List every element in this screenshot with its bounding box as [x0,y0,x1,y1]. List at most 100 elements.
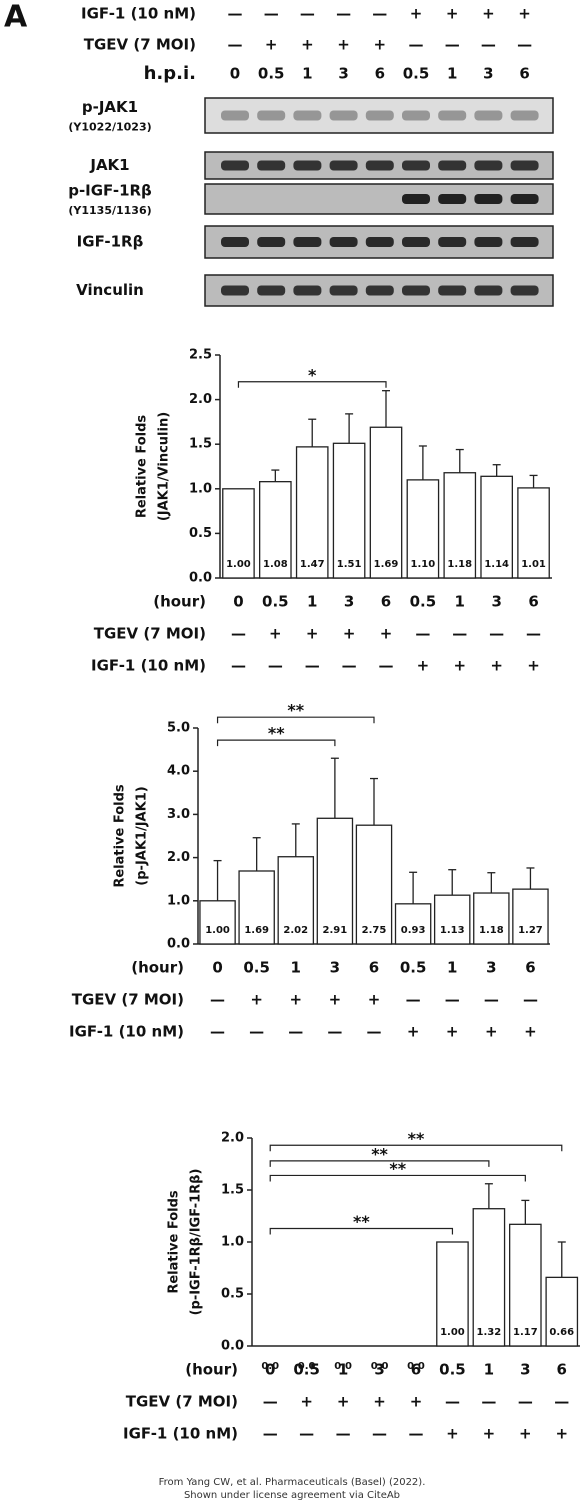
bar [332,442,366,579]
value-label: 2.02 [283,925,308,936]
x-axis-label: (hour) [131,959,184,977]
value-label: 0.0 [371,1361,389,1372]
condition-value: — [445,991,460,1009]
condition-value: — [228,36,243,54]
y-tick-label: 0.0 [189,571,212,586]
y-axis-label: (p-JAK1/JAK1) [135,786,150,885]
condition-value: — [300,5,315,23]
condition-value: + [374,36,387,54]
blot-band [257,160,286,171]
x-tick-label: 0.5 [293,1361,320,1379]
condition-value: — [481,36,496,54]
y-axis-label: Relative Folds [113,784,128,888]
condition-value: — [372,1425,387,1443]
condition-value: — [445,1393,460,1411]
blot-band [365,110,394,121]
condition-value: — [210,991,225,1009]
value-label: 1.01 [521,559,546,570]
x-tick-label: 1 [484,1361,494,1379]
bar [433,894,471,945]
blot-band [257,285,286,296]
condition-value: — [372,5,387,23]
bar [316,817,354,945]
condition-value: + [269,625,282,643]
blot-band [365,160,394,171]
condition-value: + [289,991,302,1009]
condition-value: — [518,1393,533,1411]
condition-value: 3 [483,65,493,83]
condition-value: + [368,991,381,1009]
bar [517,487,550,579]
bar [509,1223,542,1347]
y-tick-label: 2.0 [189,392,212,407]
condition-label: TGEV (7 MOI) [84,36,196,54]
condition-value: + [265,36,278,54]
condition-label: IGF-1 (10 nM) [81,5,196,23]
significance-label: ** [353,1212,370,1231]
y-axis-label: (p-IGF-1Rβ/IGF-1Rβ) [189,1169,204,1316]
condition-value: + [410,5,423,23]
x-tick-label: 6 [381,593,391,611]
bar [545,1276,579,1347]
condition-value: 3 [338,65,348,83]
blot-band [474,110,503,121]
x-tick-label: 3 [374,1361,384,1379]
value-label: 1.18 [479,925,504,936]
x-tick-label: 0.5 [262,593,289,611]
x-tick-label: 6 [528,593,538,611]
significance-bracket [269,1227,454,1235]
blot-band [510,237,539,247]
value-label: 1.08 [263,559,288,570]
y-axis-label: Relative Folds [167,1190,182,1294]
blot-band [510,194,539,204]
blot-band [221,160,249,171]
condition-value: + [519,1425,532,1443]
y-tick-label: 0.5 [221,1287,244,1302]
x-tick-label: 0.5 [439,1361,466,1379]
blot-band [474,194,503,204]
band-label: JAK1 [89,156,129,174]
condition-value: — [268,657,283,675]
value-label: 1.32 [477,1327,502,1338]
value-label: 1.00 [205,925,230,936]
condition-value: — [336,5,351,23]
value-label: 1.18 [447,559,472,570]
condition-value: + [300,1393,313,1411]
condition-value: — [299,1425,314,1443]
blot-band [257,237,286,247]
value-label: 1.14 [484,559,509,570]
y-tick-label: 1.5 [221,1183,244,1198]
bar [199,900,236,945]
blot-band [438,285,467,296]
blot-band [474,160,503,171]
y-tick-label: 2.0 [221,1131,244,1146]
value-label: 1.51 [337,559,362,570]
x-tick-label: 0 [212,959,222,977]
blot-band [221,110,249,121]
blot-band [257,110,286,121]
condition-value: 0.5 [258,65,285,83]
value-label: 1.10 [411,559,436,570]
blot-band [402,160,430,171]
blot-band [221,237,249,247]
bar [443,472,477,579]
blot-band [438,160,467,171]
condition-value: + [555,1425,568,1443]
condition-value: — [489,625,504,643]
condition-value: + [446,1425,459,1443]
condition-value: — [263,1393,278,1411]
condition-value: + [482,5,495,23]
condition-value: + [490,657,503,675]
value-label: 1.13 [440,925,465,936]
value-label: 1.47 [300,559,325,570]
blot-band [293,237,322,247]
condition-value: 1 [302,65,312,83]
condition-value: — [327,1023,342,1041]
y-axis-label: Relative Folds [135,415,150,519]
significance-label: ** [371,1144,388,1163]
significance-bracket [237,381,387,388]
condition-value: + [301,36,314,54]
significance-bracket [269,1160,490,1167]
condition-value: 0 [230,65,240,83]
